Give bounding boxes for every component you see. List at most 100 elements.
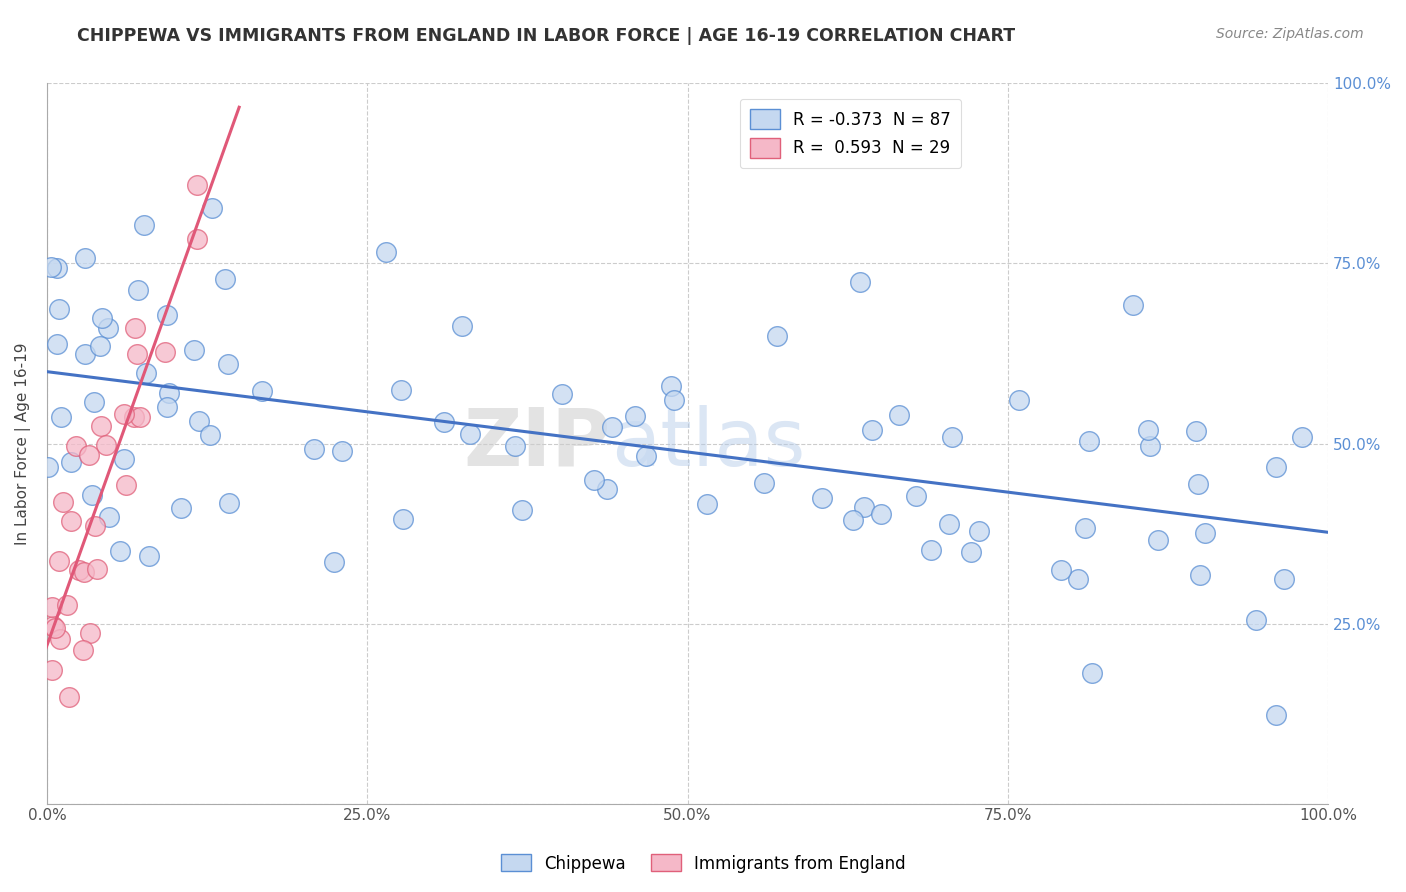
Point [67,562,90,576]
Point [512,503,534,517]
Point [765,329,787,343]
Point [73,566,96,580]
Point [98,510,121,524]
Point [138,549,160,564]
Text: atlas: atlas [610,405,806,483]
Point [83,394,105,409]
Point [187,414,209,428]
Point [1188,568,1211,582]
Point [65,439,87,453]
Point [848,275,870,289]
Point [217,358,239,372]
Point [79,625,101,640]
Point [112,407,135,421]
Point [153,344,176,359]
Text: ZIP: ZIP [464,405,610,483]
Point [1265,460,1288,475]
Point [1077,434,1099,449]
Point [870,507,893,521]
Point [505,438,527,452]
Point [52,495,75,509]
Point [853,500,876,515]
Point [938,517,960,532]
Point [41,600,63,615]
Point [75,347,97,361]
Point [89,338,111,352]
Point [389,383,412,397]
Point [122,409,145,424]
Point [1139,439,1161,453]
Point [46,337,69,351]
Point [129,410,152,425]
Point [59,455,82,469]
Point [302,442,325,456]
Point [170,500,193,515]
Point [1194,526,1216,541]
Point [450,319,472,334]
Point [49,410,72,425]
Point [1184,424,1206,438]
Point [1074,520,1097,534]
Point [97,321,120,335]
Point [59,514,82,528]
Point [135,366,157,380]
Point [1081,666,1104,681]
Point [39,260,62,274]
Point [37,460,59,475]
Point [433,415,456,429]
Point [392,512,415,526]
Point [49,632,72,647]
Point [186,232,208,246]
Point [108,544,131,558]
Point [636,449,658,463]
Point [1265,708,1288,723]
Point [250,384,273,399]
Point [214,272,236,286]
Point [198,427,221,442]
Point [662,393,685,408]
Point [125,347,148,361]
Point [115,478,138,492]
Point [1244,613,1267,627]
Point [1272,572,1295,586]
Point [659,379,682,393]
Point [904,489,927,503]
Point [583,473,606,487]
Point [75,252,97,266]
Point [1050,563,1073,577]
Point [201,201,224,215]
Point [124,321,146,335]
Point [156,400,179,414]
Point [624,409,647,423]
Point [860,423,883,437]
Point [330,444,353,458]
Point [41,619,63,633]
Point [960,545,983,559]
Point [752,476,775,491]
Point [218,495,240,509]
Point [1147,533,1170,547]
Point [596,482,619,496]
Point [86,561,108,575]
Y-axis label: In Labor Force | Age 16-19: In Labor Force | Age 16-19 [15,343,31,545]
Point [186,178,208,192]
Point [1137,423,1160,437]
Legend: R = -0.373  N = 87, R =  0.593  N = 29: R = -0.373 N = 87, R = 0.593 N = 29 [740,99,962,168]
Point [375,245,398,260]
Point [887,408,910,422]
Point [90,419,112,434]
Text: Source: ZipAtlas.com: Source: ZipAtlas.com [1216,27,1364,41]
Point [1291,430,1313,444]
Point [127,283,149,297]
Point [91,310,114,325]
Point [1066,572,1088,586]
Point [132,218,155,232]
Point [112,451,135,466]
Point [551,387,574,401]
Point [72,643,94,657]
Point [44,620,66,634]
Point [323,555,346,569]
Text: CHIPPEWA VS IMMIGRANTS FROM ENGLAND IN LABOR FORCE | AGE 16-19 CORRELATION CHART: CHIPPEWA VS IMMIGRANTS FROM ENGLAND IN L… [77,27,1015,45]
Point [969,524,991,539]
Point [941,430,963,444]
